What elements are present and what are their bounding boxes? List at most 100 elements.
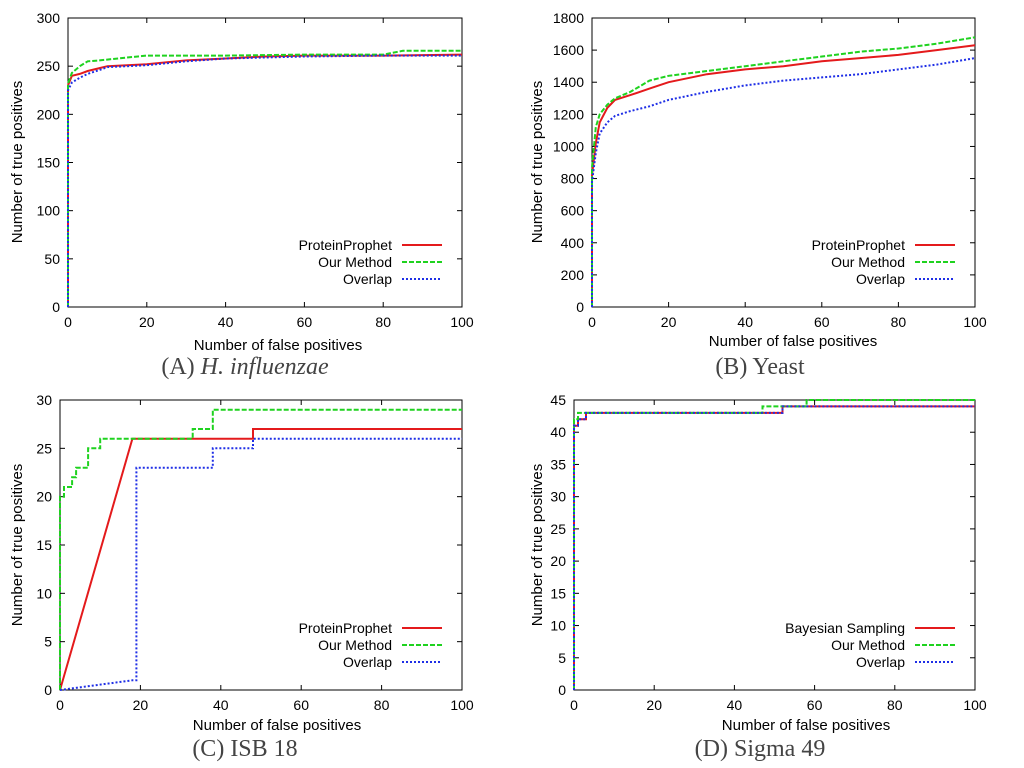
legend-label: Overlap bbox=[343, 654, 392, 670]
y-tick-label: 800 bbox=[561, 171, 585, 187]
caption-prefix: (B) bbox=[715, 354, 752, 380]
legend-label: ProteinProphet bbox=[299, 237, 393, 253]
x-tick-label: 40 bbox=[218, 314, 234, 330]
chart-panel-a: 0 20 40 60 80 100 0 50 100 150 200 250 300 ProteinPro… bbox=[9, 10, 474, 380]
x-tick-label: 60 bbox=[807, 697, 823, 713]
y-tick-label: 20 bbox=[550, 553, 566, 569]
y-tick-label: 5 bbox=[558, 650, 566, 666]
legend-label: Overlap bbox=[856, 271, 905, 287]
x-tick-label: 40 bbox=[213, 697, 229, 713]
y-tick-label: 1800 bbox=[553, 10, 584, 26]
legend-label: Bayesian Sampling bbox=[785, 620, 905, 636]
y-tick-label: 1000 bbox=[553, 138, 584, 154]
x-tick-label: 40 bbox=[737, 314, 753, 330]
x-tick-label: 100 bbox=[963, 697, 987, 713]
y-tick-label: 100 bbox=[37, 203, 61, 219]
legend-label: Overlap bbox=[856, 654, 905, 670]
caption-name-italic: H. influenzae bbox=[200, 354, 329, 380]
series-line-overlap bbox=[67, 54, 462, 307]
caption-prefix: (D) bbox=[695, 736, 734, 762]
y-tick-label: 400 bbox=[561, 235, 585, 251]
y-tick-label: 15 bbox=[36, 537, 52, 553]
y-tick-label: 10 bbox=[36, 585, 52, 601]
y-tick-label: 1600 bbox=[553, 42, 584, 58]
y-tick-label: 45 bbox=[550, 392, 566, 408]
legend-label: ProteinProphet bbox=[812, 237, 906, 253]
y-axis-label: Number of true positives bbox=[529, 464, 546, 627]
series-line-our-method bbox=[591, 36, 976, 307]
x-tick-label: 60 bbox=[297, 314, 313, 330]
x-tick-label: 0 bbox=[64, 314, 72, 330]
series-line-proteinprophet bbox=[591, 44, 976, 307]
series-line-proteinprophet bbox=[59, 428, 462, 691]
y-tick-label: 0 bbox=[558, 682, 566, 698]
x-tick-label: 20 bbox=[133, 697, 149, 713]
x-axis-label: Number of false positives bbox=[709, 333, 877, 350]
caption-name: Yeast bbox=[752, 354, 805, 380]
series-line-our-method bbox=[59, 408, 462, 690]
legend-label: ProteinProphet bbox=[299, 620, 393, 636]
y-tick-label: 15 bbox=[550, 585, 566, 601]
series-line-our-method bbox=[573, 399, 975, 690]
y-tick-label: 40 bbox=[550, 424, 566, 440]
x-tick-label: 0 bbox=[56, 697, 64, 713]
x-tick-label: 80 bbox=[887, 697, 903, 713]
series-line-proteinprophet bbox=[67, 53, 463, 307]
legend-label: Overlap bbox=[343, 271, 392, 287]
caption-prefix: (A) bbox=[161, 354, 200, 380]
x-tick-label: 20 bbox=[646, 697, 662, 713]
y-axis-label: Number of true positives bbox=[529, 81, 546, 244]
panel-caption: (D) Sigma 49 bbox=[695, 736, 826, 762]
y-tick-label: 0 bbox=[576, 299, 584, 315]
panel-caption: (B) Yeast bbox=[715, 354, 805, 380]
caption-name: ISB 18 bbox=[230, 736, 297, 762]
x-tick-label: 100 bbox=[450, 314, 474, 330]
x-tick-label: 100 bbox=[963, 314, 987, 330]
caption-prefix: (C) bbox=[192, 736, 230, 762]
y-tick-label: 5 bbox=[44, 634, 52, 650]
y-axis-label: Number of true positives bbox=[9, 81, 26, 244]
x-axis-label: Number of false positives bbox=[194, 337, 362, 354]
y-tick-label: 50 bbox=[44, 251, 60, 267]
y-tick-label: 10 bbox=[550, 618, 566, 634]
legend-label: Our Method bbox=[831, 254, 905, 270]
x-tick-label: 80 bbox=[891, 314, 907, 330]
y-tick-label: 25 bbox=[550, 521, 566, 537]
x-tick-label: 80 bbox=[375, 314, 391, 330]
y-tick-label: 0 bbox=[52, 299, 60, 315]
y-tick-label: 35 bbox=[550, 456, 566, 472]
y-tick-label: 0 bbox=[44, 682, 52, 698]
x-axis-label: Number of false positives bbox=[722, 717, 890, 734]
panel-caption: (A) H. influenzae bbox=[161, 354, 329, 380]
x-tick-label: 0 bbox=[570, 697, 578, 713]
legend-label: Our Method bbox=[831, 637, 905, 653]
legend-label: Our Method bbox=[318, 637, 392, 653]
x-tick-label: 100 bbox=[450, 697, 474, 713]
chart-panel-d: 0 20 40 60 80 100 0 5 10 15 20 25 30 35 40 45 Bayesian S… bbox=[529, 392, 987, 762]
y-tick-label: 25 bbox=[36, 440, 52, 456]
x-tick-label: 0 bbox=[588, 314, 596, 330]
x-tick-label: 20 bbox=[661, 314, 677, 330]
series-line-overlap bbox=[573, 405, 975, 690]
x-tick-label: 60 bbox=[814, 314, 830, 330]
plot-frame bbox=[591, 17, 976, 308]
x-tick-label: 20 bbox=[139, 314, 155, 330]
x-tick-label: 80 bbox=[374, 697, 390, 713]
x-tick-label: 60 bbox=[293, 697, 309, 713]
series-line-our-method bbox=[67, 49, 462, 307]
y-tick-label: 1200 bbox=[553, 106, 584, 122]
x-tick-label: 40 bbox=[727, 697, 743, 713]
series-line-bayesian-sampling bbox=[573, 405, 975, 690]
plot-frame bbox=[67, 17, 463, 308]
caption-name: Sigma 49 bbox=[734, 736, 825, 762]
series-line-overlap bbox=[59, 437, 462, 691]
plot-frame bbox=[573, 399, 976, 691]
panel-caption: (C) ISB 18 bbox=[192, 736, 297, 762]
y-tick-label: 20 bbox=[36, 489, 52, 505]
x-axis-label: Number of false positives bbox=[193, 717, 361, 734]
chart-panel-c: 0 20 40 60 80 100 0 5 10 15 20 25 30 ProteinProphetOu… bbox=[9, 392, 474, 762]
y-tick-label: 300 bbox=[37, 10, 61, 26]
y-tick-label: 30 bbox=[36, 392, 52, 408]
chart-panel-b: 0 20 40 60 80 1000200400600800100012001400160… bbox=[529, 10, 987, 380]
